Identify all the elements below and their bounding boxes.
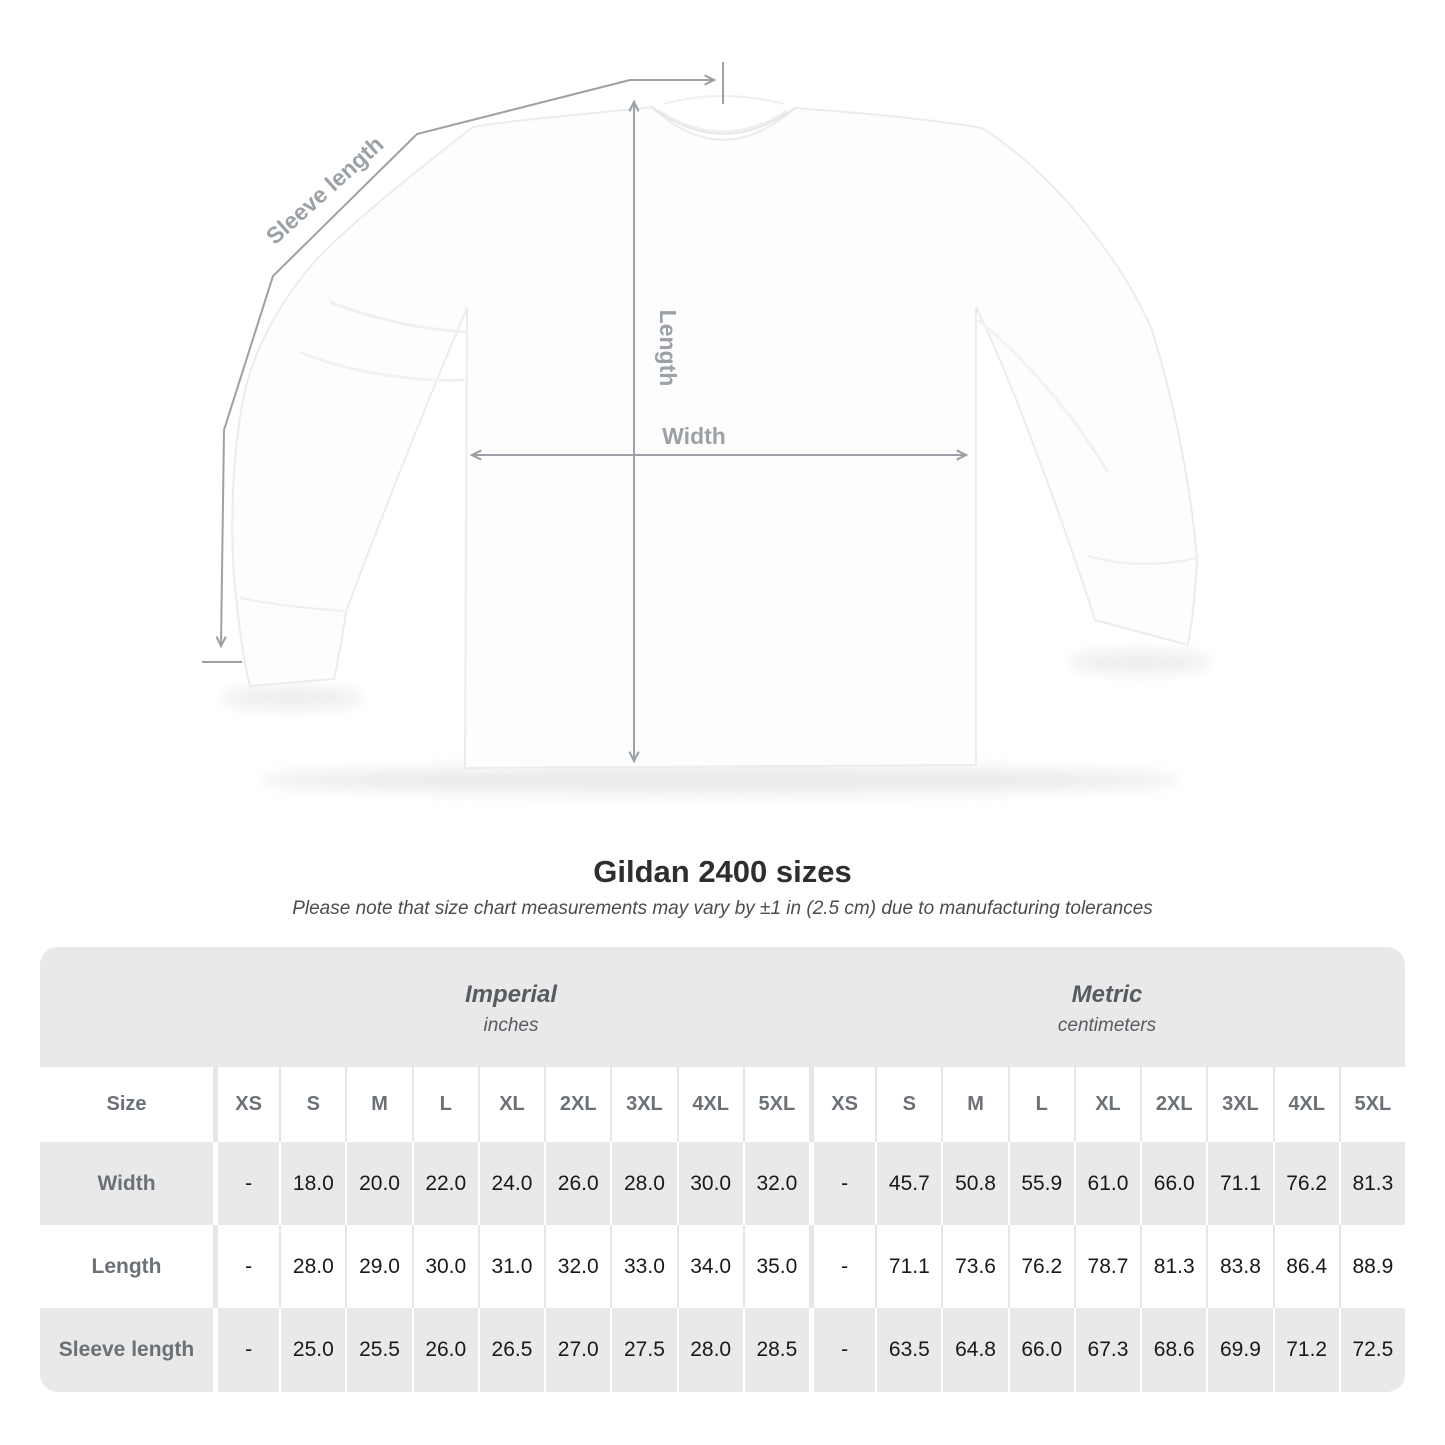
table-cell: 86.4	[1272, 1225, 1339, 1308]
row-label: Sleeve length	[58, 1338, 195, 1361]
units-spacer	[40, 947, 213, 1067]
units-band: Imperial inches Metric centimeters	[40, 947, 1405, 1067]
size-header: L	[1007, 1067, 1074, 1142]
table-cell: 76.2	[1272, 1142, 1339, 1225]
width-label: Width	[662, 423, 726, 449]
page-title: Gildan 2400 sizes	[593, 854, 852, 889]
table-cell: 81.3	[1140, 1225, 1206, 1308]
shirt-shadow	[220, 651, 1212, 794]
table-cell: 35.0	[742, 1225, 809, 1308]
table-cell: 68.6	[1140, 1308, 1206, 1392]
table-cell: 45.7	[875, 1142, 941, 1225]
table-cell: 67.3	[1073, 1308, 1140, 1392]
table-cell: 28.0	[279, 1225, 345, 1308]
table-cell: 73.6	[941, 1225, 1007, 1308]
size-header: XS	[808, 1067, 875, 1142]
row-label: Width	[97, 1171, 156, 1195]
table-cell: 32.0	[544, 1225, 610, 1308]
table-cell: 64.8	[941, 1308, 1007, 1392]
sleeve-length-arrow	[202, 62, 724, 663]
table-cell: 24.0	[477, 1142, 544, 1225]
table-cell: 25.5	[345, 1308, 411, 1392]
table-cell: 31.0	[477, 1225, 544, 1308]
table-row-sleeve-length: Sleeve length - 25.0 25.5 26.0 26.5 27.0…	[40, 1308, 1405, 1392]
table-cell: 33.0	[610, 1225, 676, 1308]
size-header: 2XL	[544, 1067, 610, 1142]
size-header: M	[941, 1067, 1007, 1142]
size-header: 5XL	[742, 1067, 809, 1142]
table-cell: 25.0	[279, 1308, 345, 1392]
table-row-width: Width - 18.0 20.0 22.0 24.0 26.0 28.0 30…	[40, 1142, 1405, 1225]
table-cell: 69.9	[1206, 1308, 1272, 1392]
table-cell: 26.5	[477, 1308, 544, 1392]
size-header: M	[345, 1067, 411, 1142]
size-header: 4XL	[676, 1067, 743, 1142]
metric-title: Metric	[1071, 981, 1143, 1008]
size-chart-table: Imperial inches Metric centimeters Size …	[40, 947, 1405, 1392]
table-cell: 66.0	[1140, 1142, 1206, 1225]
table-cell: 29.0	[345, 1225, 411, 1308]
table-cell: -	[213, 1225, 279, 1308]
table-cell: 88.9	[1338, 1225, 1405, 1308]
size-header: 4XL	[1272, 1067, 1339, 1142]
metric-subtitle: centimeters	[1057, 1015, 1157, 1036]
row-label: Length	[91, 1254, 162, 1278]
table-row-length: Length - 28.0 29.0 30.0 31.0 32.0 33.0 3…	[40, 1225, 1405, 1308]
size-header-row: Size XS S M L XL 2XL 3XL 4XL 5XL XS S M …	[40, 1067, 1405, 1142]
size-header: 2XL	[1140, 1067, 1206, 1142]
table-cell: -	[213, 1142, 279, 1225]
table-cell: -	[808, 1225, 875, 1308]
table-cell: 71.1	[1206, 1142, 1272, 1225]
table-cell: 55.9	[1007, 1142, 1074, 1225]
table-cell: 22.0	[411, 1142, 478, 1225]
table-cell: 83.8	[1206, 1225, 1272, 1308]
table-cell: 71.2	[1272, 1308, 1339, 1392]
table-cell: 78.7	[1073, 1225, 1140, 1308]
imperial-unit-group: Imperial inches	[213, 947, 809, 1067]
table-cell: 66.0	[1007, 1308, 1074, 1392]
table-cell: 30.0	[676, 1142, 743, 1225]
size-column-header: Size	[106, 1093, 147, 1115]
table-cell: 27.5	[610, 1308, 676, 1392]
shirt-illustration	[231, 95, 1199, 770]
table-cell: 81.3	[1338, 1142, 1405, 1225]
table-cell: 63.5	[875, 1308, 941, 1392]
measurement-arrows	[202, 62, 966, 761]
length-label: Length	[655, 310, 681, 387]
table-cell: 28.5	[742, 1308, 809, 1392]
size-header: XS	[213, 1067, 279, 1142]
table-cell: 28.0	[610, 1142, 676, 1225]
table-cell: -	[213, 1308, 279, 1392]
table-cell: 50.8	[941, 1142, 1007, 1225]
size-header: L	[411, 1067, 478, 1142]
table-cell: 30.0	[411, 1225, 478, 1308]
page-subtitle: Please note that size chart measurements…	[292, 898, 1153, 919]
table-cell: 27.0	[544, 1308, 610, 1392]
table-cell: 34.0	[676, 1225, 743, 1308]
imperial-subtitle: inches	[483, 1015, 539, 1036]
size-header: XL	[477, 1067, 544, 1142]
table-cell: 28.0	[676, 1308, 743, 1392]
table-cell: -	[808, 1142, 875, 1225]
table-cell: 20.0	[345, 1142, 411, 1225]
table-cell: 32.0	[742, 1142, 809, 1225]
table-cell: 71.1	[875, 1225, 941, 1308]
shirt-measurement-diagram: Sleeve length Length Width	[202, 62, 1212, 794]
size-header: 5XL	[1338, 1067, 1405, 1142]
table-cell: 61.0	[1073, 1142, 1140, 1225]
size-header: 3XL	[1206, 1067, 1272, 1142]
table-cell: 26.0	[544, 1142, 610, 1225]
imperial-title: Imperial	[464, 981, 558, 1008]
size-header: 3XL	[610, 1067, 676, 1142]
size-header: S	[279, 1067, 345, 1142]
size-header: S	[875, 1067, 941, 1142]
metric-unit-group: Metric centimeters	[809, 947, 1405, 1067]
table-cell: 72.5	[1338, 1308, 1405, 1392]
table-cell: 26.0	[411, 1308, 478, 1392]
size-header: XL	[1073, 1067, 1140, 1142]
table-cell: -	[808, 1308, 875, 1392]
table-cell: 18.0	[279, 1142, 345, 1225]
table-cell: 76.2	[1007, 1225, 1074, 1308]
